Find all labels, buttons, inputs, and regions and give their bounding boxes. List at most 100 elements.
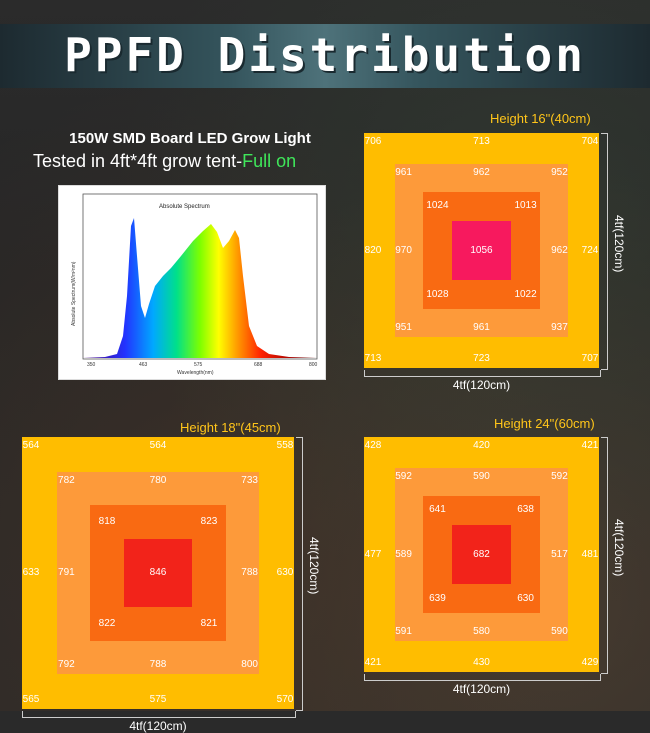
ppfd-center-value: 1056	[470, 244, 493, 256]
ppfd-value: 800	[241, 658, 258, 670]
ppfd-value: 565	[22, 694, 40, 705]
ppfd-value: 823	[200, 516, 218, 527]
spectrum-tick-5: 800	[309, 362, 318, 368]
ppfd-value: 517	[551, 548, 568, 560]
test-condition: Tested in 4ft*4ft grow tent-Full on	[33, 151, 353, 172]
spectrum-chart: Absolute Spectrum 350 463 575 688 800 Wa…	[58, 185, 326, 380]
spectrum-curve	[83, 218, 317, 358]
ppfd-map-2: 564 564 558 633 630 565 575 570 782 780 733 791 788 7…	[22, 437, 294, 709]
page-title: PPFD Distribution	[64, 28, 586, 82]
ppfd-value: 630	[276, 567, 294, 578]
ppfd-value: 575	[149, 694, 167, 705]
ppfd-value: 1013	[514, 200, 537, 212]
full-on-label: Full on	[242, 151, 297, 171]
spectrum-title: Absolute Spectrum	[159, 204, 210, 210]
ppfd-value: 782	[58, 475, 75, 487]
ppfd-value: 961	[473, 322, 490, 334]
product-name: 150W SMD Board LED Grow Light	[69, 130, 311, 147]
height-label: 4tf(120cm)	[612, 518, 626, 576]
ppfd-value: 589	[395, 548, 412, 560]
width-label: 4tf(120cm)	[452, 378, 511, 392]
ppfd-value: 951	[395, 322, 412, 334]
ppfd-value: 592	[551, 470, 568, 482]
ppfd-value: 724	[581, 244, 599, 256]
ppfd-value: 641	[429, 504, 446, 516]
ppfd-value: 818	[98, 516, 116, 527]
ppfd-value: 962	[551, 244, 568, 256]
ppfd-value: 820	[364, 244, 382, 256]
center-zone	[124, 539, 192, 607]
width-label: 4tf(120cm)	[129, 719, 187, 733]
ppfd-value: 962	[473, 166, 490, 178]
width-dimension-line	[364, 674, 601, 681]
ppfd-value: 1022	[514, 288, 537, 300]
ppfd-value: 430	[473, 657, 490, 668]
ppfd-value: 421	[364, 657, 382, 668]
ppfd-value: 970	[395, 244, 412, 256]
ppfd-map-3: 428 420 421 477 481 421 430 429 592 590 592 589 517 5…	[364, 437, 599, 672]
height-label: 4tf(120cm)	[612, 214, 626, 272]
map-3-title: Height 24"(60cm)	[494, 416, 595, 431]
ppfd-value: 821	[200, 618, 218, 629]
center-zone	[452, 525, 511, 584]
ppfd-value: 1024	[426, 200, 449, 212]
ppfd-value: 639	[429, 592, 446, 604]
map-1-title: Height 16"(40cm)	[490, 111, 591, 126]
ppfd-value: 723	[473, 353, 490, 364]
ppfd-value: 421	[581, 440, 599, 451]
ppfd-value: 780	[149, 475, 167, 487]
height-dimension-line	[601, 133, 608, 370]
ppfd-value: 558	[276, 440, 294, 451]
ppfd-value: 580	[473, 626, 490, 638]
ppfd-value: 952	[551, 166, 568, 178]
ppfd-value: 592	[395, 470, 412, 482]
ppfd-value: 570	[276, 694, 294, 705]
spectrum-tick-1: 350	[87, 362, 96, 368]
width-dimension-line	[22, 711, 296, 718]
center-zone	[452, 221, 511, 280]
map-2-title: Height 18"(45cm)	[180, 420, 281, 435]
ppfd-value: 706	[364, 136, 382, 147]
title-banner	[0, 24, 650, 88]
ppfd-value: 564	[149, 440, 167, 451]
ppfd-value: 590	[473, 470, 490, 482]
ppfd-center-value: 846	[149, 567, 167, 578]
width-label: 4tf(120cm)	[452, 682, 511, 696]
test-condition-text: Tested in 4ft*4ft grow tent-	[33, 151, 243, 171]
ppfd-value: 937	[551, 322, 568, 334]
spectrum-plot-frame	[82, 193, 318, 360]
ppfd-value: 590	[551, 626, 568, 638]
ppfd-value: 428	[364, 440, 382, 451]
ppfd-value: 591	[395, 626, 412, 638]
ppfd-value: 429	[581, 657, 599, 668]
ppfd-value: 713	[473, 136, 490, 147]
ppfd-map-1: 706 713 704 820 724 713 723 707 961 962 952 970 962 9…	[364, 133, 599, 368]
ppfd-value: 788	[241, 567, 258, 578]
spectrum-xlabel: Wavelength(nm)	[177, 370, 214, 376]
spectrum-ylabel: Absolute Spectrum(W/m²nm)	[71, 261, 77, 326]
height-label: 4tf(120cm)	[307, 537, 321, 595]
ppfd-value: 477	[364, 548, 382, 560]
ppfd-value: 420	[473, 440, 490, 451]
height-dimension-line	[601, 437, 608, 674]
spectrum-tick-2: 463	[139, 362, 148, 368]
height-dimension-line	[296, 437, 303, 711]
width-dimension-line	[364, 370, 601, 377]
ppfd-value: 961	[395, 166, 412, 178]
ppfd-center-value: 682	[473, 548, 490, 560]
spectrum-tick-3: 575	[194, 362, 203, 368]
ppfd-value: 638	[517, 504, 534, 516]
ppfd-value: 713	[364, 353, 382, 364]
spectrum-svg: Absolute Spectrum 350 463 575 688 800 Wa…	[71, 193, 318, 376]
ppfd-value: 733	[241, 475, 258, 487]
ppfd-value: 481	[581, 548, 599, 560]
ppfd-value: 630	[517, 592, 534, 604]
ppfd-value: 1028	[426, 288, 449, 300]
ppfd-value: 564	[22, 440, 40, 451]
ppfd-value: 822	[98, 618, 116, 629]
ppfd-value: 791	[58, 567, 75, 578]
ppfd-value: 704	[581, 136, 599, 147]
ppfd-value: 788	[149, 658, 167, 670]
spectrum-tick-4: 688	[254, 362, 263, 368]
ppfd-value: 707	[581, 353, 599, 364]
